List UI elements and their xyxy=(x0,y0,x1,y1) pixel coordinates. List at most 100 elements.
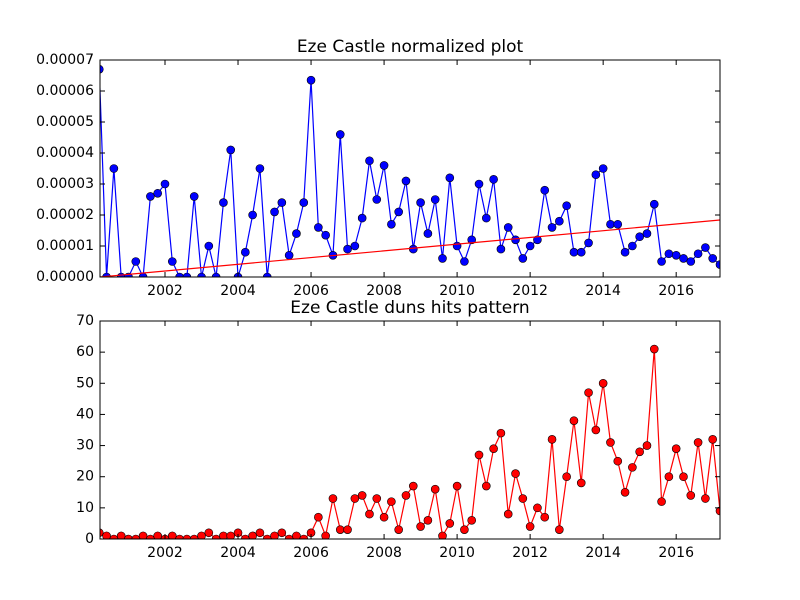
point xyxy=(306,75,316,85)
point xyxy=(562,201,571,210)
point xyxy=(664,249,674,259)
point xyxy=(423,516,433,525)
axes-frame xyxy=(99,59,721,278)
point xyxy=(219,198,228,207)
x-tick-label: 2002 xyxy=(147,545,183,561)
point xyxy=(715,506,720,516)
series-line xyxy=(100,219,720,277)
point xyxy=(416,522,425,531)
point xyxy=(482,481,491,491)
y-tick-label: 30 xyxy=(76,438,94,454)
x-tick-label: 2010 xyxy=(439,545,475,561)
point xyxy=(452,481,462,491)
point xyxy=(635,447,644,457)
point xyxy=(460,525,469,534)
x-tick-label: 2012 xyxy=(512,545,548,561)
point xyxy=(445,173,455,183)
y-tick-label: 0.00005 xyxy=(36,114,94,130)
point xyxy=(423,229,433,238)
point xyxy=(335,525,345,534)
point xyxy=(241,534,250,539)
point xyxy=(335,130,345,139)
series-line xyxy=(100,348,720,539)
point xyxy=(547,223,557,232)
y-tick-label: 50 xyxy=(76,375,94,391)
point xyxy=(657,497,666,506)
point xyxy=(211,534,221,539)
point xyxy=(606,438,615,447)
point xyxy=(277,528,287,538)
point xyxy=(226,145,236,155)
point xyxy=(299,534,309,539)
axes-frame xyxy=(99,320,721,540)
point xyxy=(496,428,506,438)
x-tick-label: 2010 xyxy=(439,283,475,299)
x-tick-label: 2012 xyxy=(512,283,548,299)
point xyxy=(525,241,535,251)
point xyxy=(197,531,206,539)
x-tick-label: 2004 xyxy=(220,545,256,561)
point xyxy=(100,528,104,538)
point xyxy=(518,254,528,263)
x-tick-label: 2002 xyxy=(147,283,183,299)
point xyxy=(408,244,418,254)
point xyxy=(452,241,462,251)
point xyxy=(328,494,338,503)
point xyxy=(167,531,177,539)
point xyxy=(613,220,623,229)
point xyxy=(189,192,199,201)
point xyxy=(584,388,593,397)
chart-title: Eze Castle normalized plot xyxy=(297,37,524,57)
point xyxy=(248,210,257,220)
x-tick-label: 2006 xyxy=(293,545,329,561)
point xyxy=(511,235,520,245)
point xyxy=(430,484,440,494)
point xyxy=(182,272,192,277)
point xyxy=(511,469,520,478)
point xyxy=(642,229,652,238)
y-tick-label: 0.00000 xyxy=(36,269,94,285)
point xyxy=(109,164,119,173)
point xyxy=(701,494,710,503)
point xyxy=(146,192,155,201)
point xyxy=(102,531,111,539)
point xyxy=(693,249,703,259)
point xyxy=(189,534,199,539)
x-tick-label: 2004 xyxy=(220,283,256,299)
point xyxy=(350,494,360,503)
point xyxy=(357,213,367,223)
point xyxy=(584,238,593,248)
point xyxy=(343,244,352,254)
point xyxy=(533,503,542,513)
point xyxy=(460,257,469,266)
point xyxy=(671,251,681,260)
point xyxy=(299,198,309,207)
point xyxy=(365,509,374,519)
point xyxy=(175,272,184,277)
point xyxy=(372,494,382,503)
point xyxy=(284,251,294,260)
point xyxy=(394,525,403,534)
point xyxy=(562,472,571,482)
x-tick-label: 2006 xyxy=(293,283,329,299)
point xyxy=(649,199,659,209)
point xyxy=(314,512,323,522)
point xyxy=(379,161,389,170)
point xyxy=(474,179,484,189)
point xyxy=(270,207,279,217)
x-tick-label: 2014 xyxy=(585,545,621,561)
point xyxy=(445,519,455,528)
point xyxy=(116,531,126,539)
point xyxy=(679,254,688,263)
point xyxy=(277,198,287,207)
point xyxy=(438,531,447,539)
point xyxy=(262,534,272,539)
point xyxy=(708,435,717,444)
point xyxy=(635,232,644,241)
point xyxy=(606,220,615,229)
point xyxy=(131,257,141,266)
point xyxy=(591,170,601,179)
point xyxy=(153,531,162,539)
point xyxy=(686,257,696,266)
y-tick-label: 0.00001 xyxy=(36,238,94,254)
